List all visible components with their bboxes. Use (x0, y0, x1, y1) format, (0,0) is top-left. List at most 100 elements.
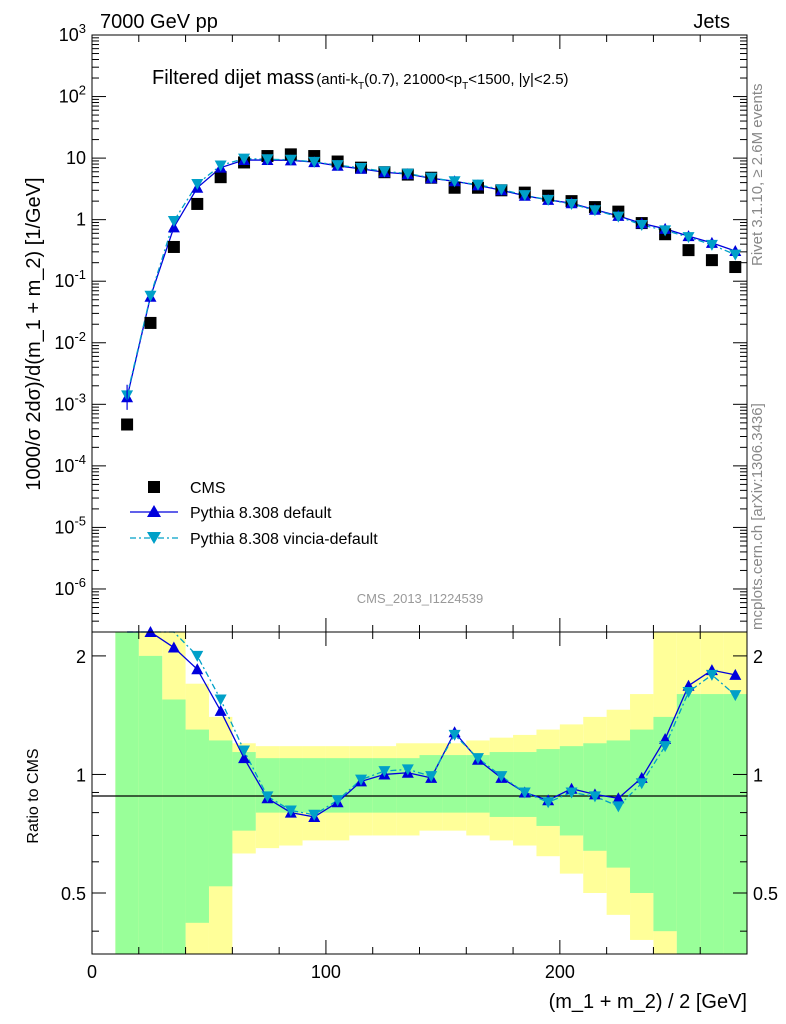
ratio-default-point (612, 792, 625, 804)
y-tick-label: 10-2 (54, 329, 86, 353)
y-tick-label: 10-6 (54, 575, 86, 599)
side-label-mcplots: mcplots.cern.ch [arXiv:1306.3436] (749, 403, 766, 630)
vincia-data-point (238, 153, 251, 165)
vincia-data-point (612, 211, 625, 223)
ratio-vincia-point (659, 741, 672, 753)
vincia-data-point (284, 154, 297, 166)
ratio-vincia-point (518, 787, 531, 799)
ratio-band-green-bin (162, 699, 186, 954)
vincia-data-point (495, 184, 508, 196)
cms-data-point (729, 261, 742, 274)
ratio-vincia-point (635, 778, 648, 790)
y-tick-label: 103 (59, 21, 86, 45)
main-data (121, 148, 742, 431)
header-right: Jets (693, 11, 730, 33)
x-axis-label: (m_1 + m_2) / 2 [GeV] (549, 991, 747, 1013)
vincia-data-point (588, 205, 601, 217)
legend-cms-marker (148, 481, 160, 493)
ratio-band-green-bin (372, 758, 397, 813)
legend-label-vincia: Pythia 8.308 vincia-default (190, 531, 378, 548)
x-ticks: 0 100 200 (87, 35, 748, 982)
vincia-data-point (191, 178, 204, 190)
vincia-data-point (565, 198, 578, 210)
vincia-data-point (518, 190, 531, 202)
cms-data-point (705, 254, 718, 267)
ratio-y-label: Ratio to CMS (25, 748, 42, 843)
y-tick-label: 10-3 (54, 390, 86, 414)
default-series-line (126, 159, 736, 398)
cms-data-point (682, 244, 695, 257)
ratio-vincia-point (682, 686, 695, 698)
legend: CMS Pythia 8.308 default Pythia 8.308 vi… (130, 480, 378, 548)
vincia-data-point (682, 232, 695, 244)
vincia-data-point (261, 154, 274, 166)
ratio-vincia-point (401, 764, 414, 776)
cms-data-point (167, 240, 180, 253)
ratio-vincia-point (705, 669, 718, 681)
ratio-tick-label: 2 (76, 647, 86, 667)
vincia-data-point (448, 176, 461, 188)
vincia-data-point (308, 156, 321, 168)
ratio-default-point (191, 663, 204, 675)
legend-label-cms: CMS (190, 480, 226, 497)
vincia-data-point (214, 160, 227, 172)
ratio-vincia-point (355, 774, 368, 786)
cms-data-point (214, 171, 227, 184)
y-tick-label: 10-1 (54, 267, 86, 291)
plot-title: Filtered dijet mass (anti-kT(0.7), 21000<… (152, 67, 569, 92)
ratio-tick-label: 1 (76, 765, 86, 785)
vincia-data-point (331, 160, 344, 172)
vincia-data-point (542, 194, 555, 206)
vincia-data-point (425, 172, 438, 184)
ratio-default-point (167, 641, 180, 653)
vincia-data-point (471, 179, 484, 191)
ratio-vincia-point (331, 795, 344, 807)
ratio-data (127, 626, 742, 822)
y-tick-label: 10 (66, 148, 86, 168)
ratio-band-green-bin (396, 758, 420, 813)
ratio-vincia-point (471, 753, 484, 765)
ratio-tick-label: 0.5 (61, 884, 86, 904)
vincia-data-point (635, 219, 648, 231)
ratio-band-green-bin (419, 755, 443, 813)
ratio-band-green-bin (279, 758, 303, 813)
ratio-tick-label-right: 2 (753, 647, 763, 667)
ratio-vincia-point (238, 745, 251, 757)
legend-label-default: Pythia 8.308 default (190, 505, 332, 522)
ratio-tick-label-right: 0.5 (753, 884, 778, 904)
x-tick-label: 100 (311, 962, 341, 982)
ratio-ticks: 0.5 0.5 1 1 2 2 (61, 647, 778, 932)
ratio-vincia-point (214, 694, 227, 706)
ratio-band-green-bin (700, 694, 724, 954)
vincia-data-point (659, 225, 672, 237)
vincia-series-line (126, 157, 736, 396)
ratio-vincia-point (261, 791, 274, 803)
ratio-band-green-bin (138, 655, 163, 954)
ratio-band-green-bin (723, 694, 747, 954)
vincia-data-point (378, 166, 391, 178)
ratio-band-green-bin (489, 752, 514, 817)
ratio-vincia-point (495, 771, 508, 783)
ratio-band-green-bin (513, 752, 537, 817)
ratio-band-green-bin (325, 758, 350, 813)
ratio-tick-label-right: 1 (753, 765, 763, 785)
y-tick-label: 1 (76, 210, 86, 230)
ratio-band-green-bin (255, 758, 280, 813)
ratio-band-green-bin (232, 752, 256, 831)
ratio-band-green-bin (442, 755, 467, 813)
y-tick-label: 102 (59, 83, 86, 107)
vincia-data-point (401, 168, 414, 180)
main-ticks: 10-6 10-5 10-4 10-3 10-2 10-1 1 10 102 103 (54, 21, 747, 633)
ratio-vincia-point (191, 650, 204, 662)
ratio-band-green-bin (302, 758, 326, 813)
cms-data-point (121, 418, 134, 431)
ratio-vincia-point (612, 801, 625, 813)
ratio-default-point (238, 752, 251, 764)
ratio-vincia-point (588, 791, 601, 803)
ratio-default-point (214, 704, 227, 716)
vincia-data-point (729, 249, 742, 261)
cms-data-point (191, 197, 204, 210)
ratio-vincia-point (284, 805, 297, 817)
vincia-data-point (705, 239, 718, 251)
vincia-data-point (167, 216, 180, 228)
